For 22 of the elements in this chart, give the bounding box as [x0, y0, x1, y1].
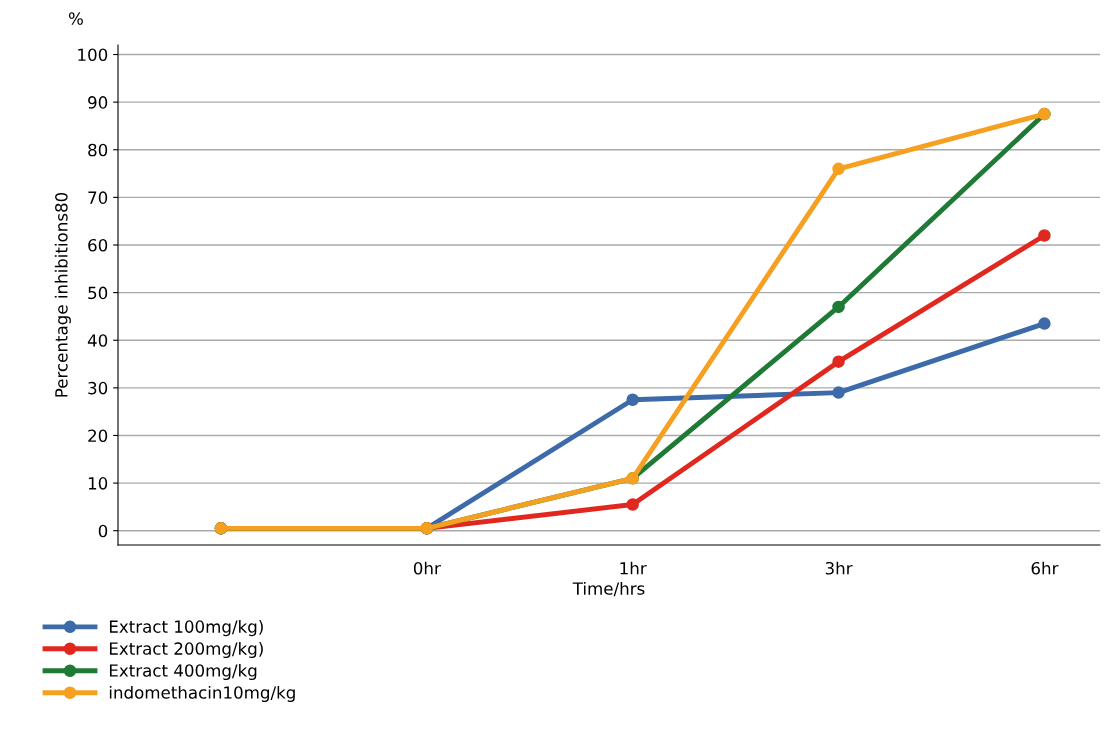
x-axis-title: Time/hrs	[572, 581, 645, 597]
x-tick-label: 0hr	[413, 561, 441, 575]
y-tick-label: 10	[88, 477, 108, 490]
y-tick-label: 80	[88, 143, 108, 157]
y-tick-label: 40	[87, 334, 108, 347]
y-axis-title: Percentage inhibitions80	[54, 192, 71, 397]
y-tick-label: 60	[88, 238, 108, 252]
y-tick-label: 50	[88, 286, 108, 300]
y-tick-label: 100	[78, 48, 108, 62]
x-tick-label: 3hr	[825, 561, 853, 575]
legend-label: Extract 400mg/kg	[109, 663, 257, 681]
text: %	[68, 12, 83, 25]
y-tick-label: 90	[88, 96, 108, 109]
y-tick-label: 20	[88, 429, 108, 443]
y-tick-label: 70	[88, 191, 108, 204]
legend-label: Extract 200mg/kg)	[109, 641, 263, 659]
legend-label: Extract 100mg/kg)	[109, 620, 263, 637]
y-tick-label: 0	[98, 524, 108, 538]
legend-label: indomethacin10mg/kg	[109, 685, 295, 703]
x-tick-label: 1hr	[620, 561, 647, 575]
x-tick-label: 6hr	[1031, 561, 1059, 575]
y-tick-label: 30	[88, 381, 108, 395]
